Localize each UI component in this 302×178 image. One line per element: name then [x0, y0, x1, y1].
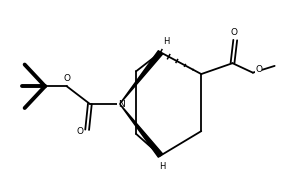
- Text: H: H: [163, 38, 170, 46]
- Polygon shape: [120, 104, 163, 157]
- Text: N: N: [118, 100, 125, 109]
- Text: O: O: [255, 65, 262, 74]
- Polygon shape: [120, 51, 163, 104]
- Text: O: O: [76, 127, 83, 136]
- Text: O: O: [230, 28, 237, 37]
- Text: H: H: [159, 163, 165, 171]
- Text: O: O: [64, 74, 71, 83]
